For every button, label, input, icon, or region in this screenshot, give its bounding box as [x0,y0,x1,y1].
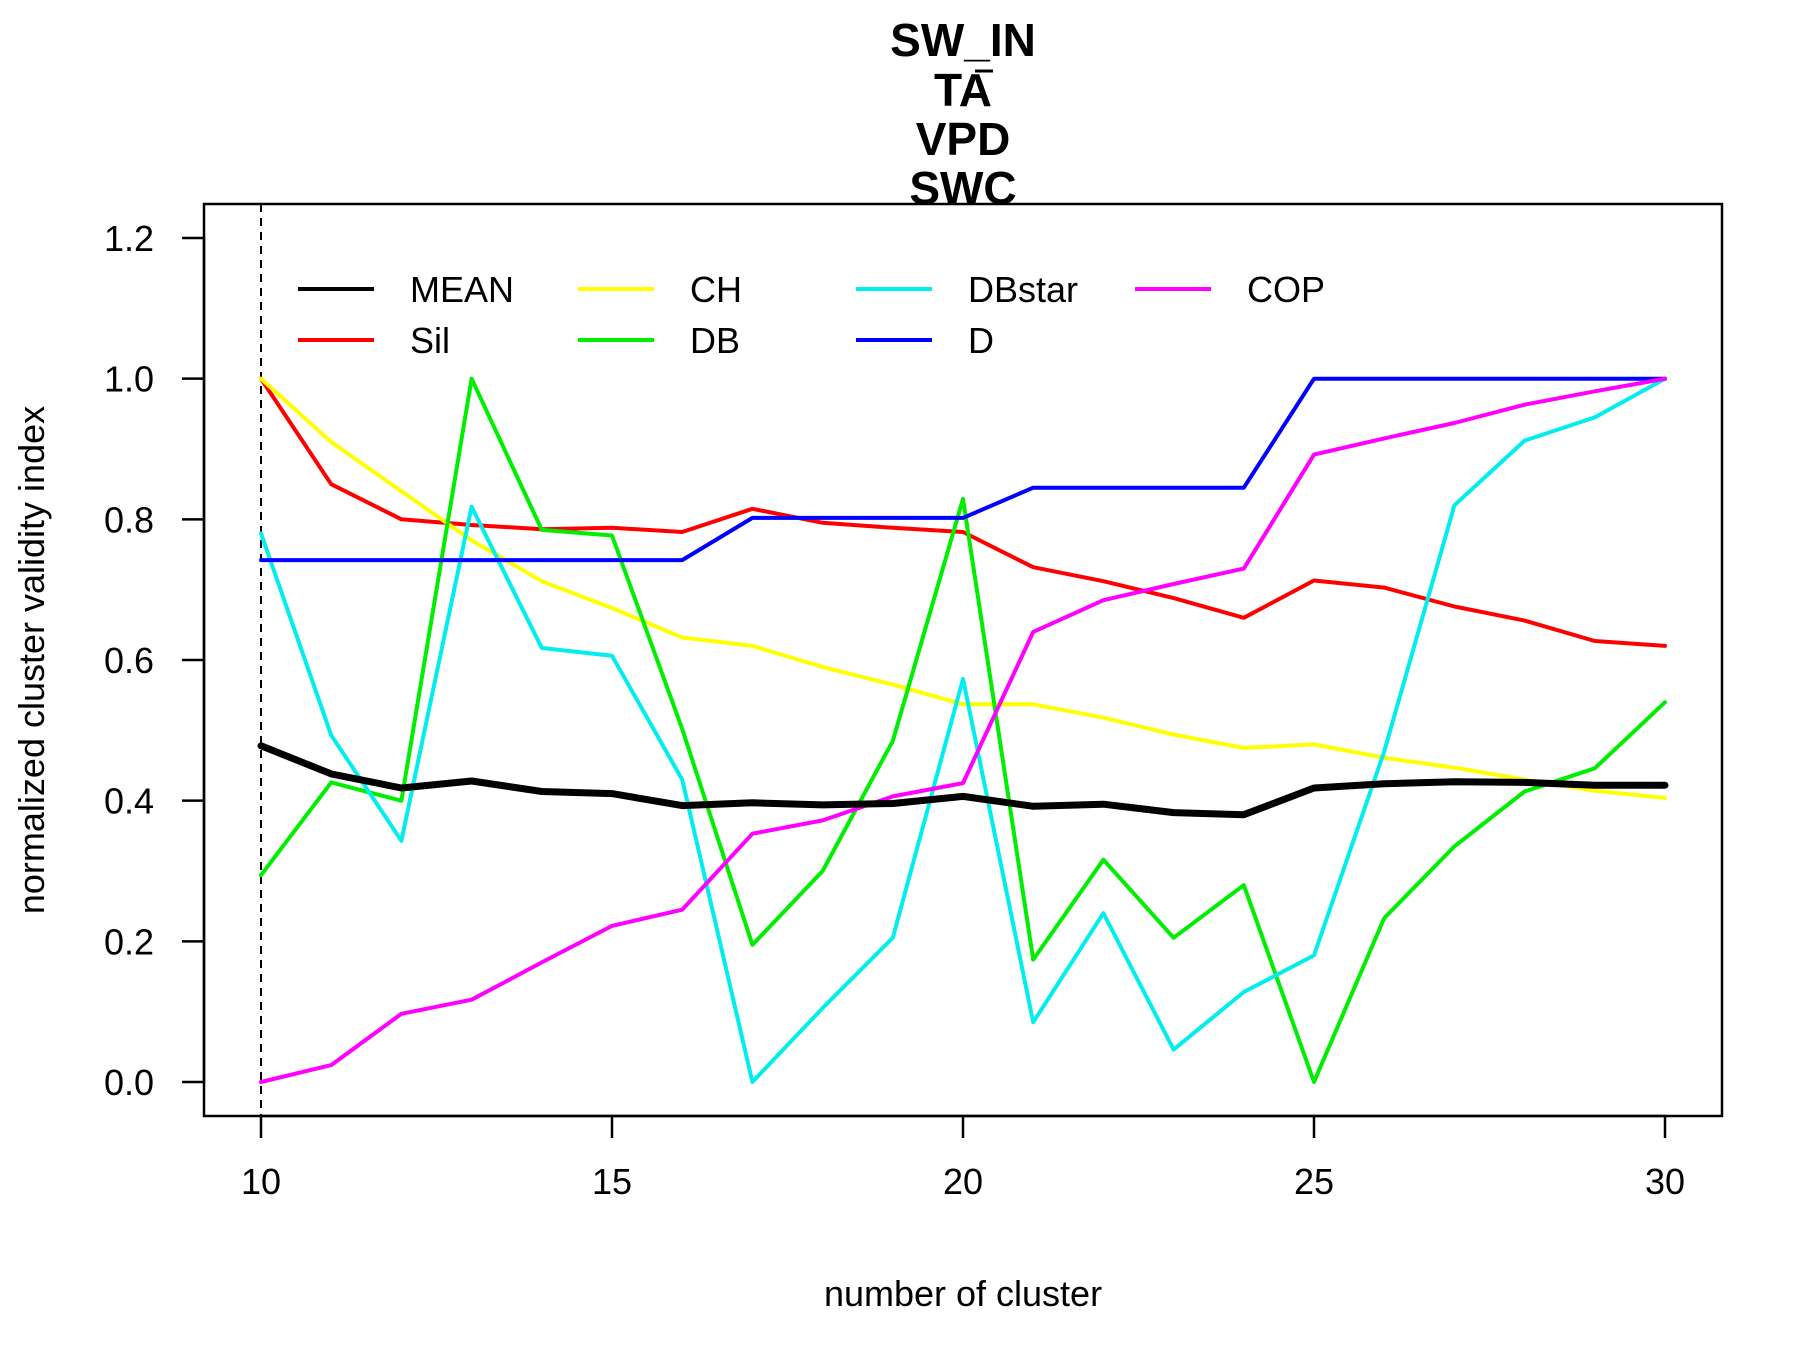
series-line-mean [257,742,1669,819]
x-tick-label: 25 [1294,1161,1334,1202]
series-line-cop [259,376,1667,1084]
legend-label-db: DB [690,320,740,361]
series-line-sil [259,376,1667,648]
legend-label-cop: COP [1247,269,1325,310]
chart-title-line: SWC [909,162,1016,214]
y-tick-label: 0.8 [104,499,154,540]
legend-label-sil: Sil [410,320,450,361]
chart-title-line: TA [934,64,992,116]
series-line-db [259,376,1667,1084]
chart-title-line: SW_IN [890,14,1036,66]
y-tick-label: 1.0 [104,359,154,400]
series-lines [257,376,1669,1084]
y-tick-label: 0.2 [104,921,154,962]
chart-title-line: VPD [916,113,1011,165]
series-line-d [259,376,1667,563]
x-tick-label: 10 [241,1161,281,1202]
y-axis-label: normalized cluster validity index [11,406,52,914]
x-tick-label: 20 [943,1161,983,1202]
x-tick-label: 30 [1645,1161,1685,1202]
legend-label-dbstar: DBstar [968,269,1078,310]
x-axis-label: number of cluster [824,1273,1102,1314]
legend-label-ch: CH [690,269,742,310]
legend-label-d: D [968,320,994,361]
y-tick-label: 0.4 [104,781,154,822]
x-tick-label: 15 [592,1161,632,1202]
series-line-dbstar [259,376,1667,1084]
y-tick-label: 0.0 [104,1062,154,1103]
axes: 10 15 20 25 30 0.0 0.2 0.4 0.6 0.8 1.0 1.2 number of… [11,202,1724,1314]
y-tick-label: 1.2 [104,218,154,259]
legend: MEAN Sil CH DB DBstar D COP [298,269,1325,361]
series-line-ch [259,376,1667,800]
y-tick-label: 0.6 [104,640,154,681]
legend-label-mean: MEAN [410,269,514,310]
